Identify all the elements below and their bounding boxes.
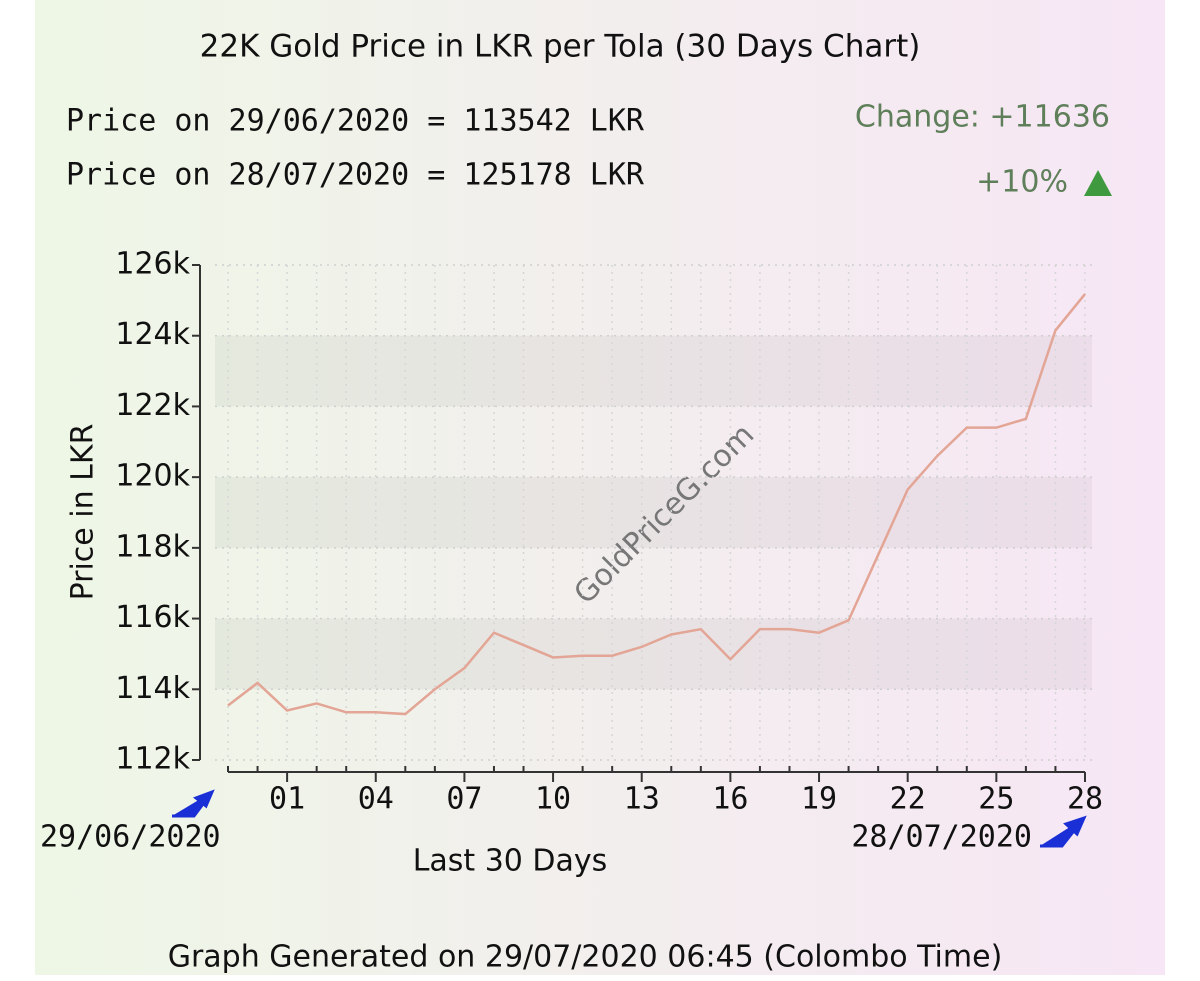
y-tick-label: 112k — [115, 742, 190, 777]
x-tick-label: 22 — [890, 782, 926, 817]
y-tick-label: 120k — [115, 459, 190, 494]
start-price: Price on 29/06/2020 = 113542 LKR — [66, 104, 645, 139]
x-tick-label: 25 — [978, 782, 1014, 817]
x-tick-label: 16 — [712, 782, 748, 817]
footer: Graph Generated on 29/07/2020 06:45 (Col… — [168, 940, 1003, 975]
price-line — [227, 293, 1086, 716]
start-date: 29/06/2020 — [40, 820, 221, 855]
y-tick-label: 116k — [115, 600, 190, 635]
x-tick-label: 19 — [801, 782, 837, 817]
x-tick-label: 07 — [446, 782, 482, 817]
y-tick-label: 124k — [115, 317, 190, 352]
end-arrow — [1040, 815, 1087, 848]
y-axis-label: Price in LKR — [66, 424, 101, 601]
x-axis-label: Last 30 Days — [413, 844, 608, 879]
y-tick-label: 114k — [115, 671, 190, 706]
start-arrow — [172, 789, 215, 818]
end-price: Price on 28/07/2020 = 125178 LKR — [66, 158, 645, 193]
change-percent: +10% — [976, 165, 1068, 200]
x-tick-label: 28 — [1067, 782, 1103, 817]
change: Change: +11636 — [855, 100, 1110, 135]
up-arrow — [1084, 170, 1112, 196]
x-tick-label: 01 — [269, 782, 305, 817]
y-tick-label: 118k — [115, 529, 190, 564]
x-tick-label: 04 — [358, 782, 394, 817]
x-tick-label: 13 — [624, 782, 660, 817]
background — [35, 0, 1165, 975]
end-date: 28/07/2020 — [851, 820, 1032, 855]
y-tick-label: 126k — [115, 247, 190, 282]
plot-band — [215, 477, 1092, 548]
chart-title: 22K Gold Price in LKR per Tola (30 Days … — [200, 29, 921, 65]
x-tick-label: 10 — [535, 782, 571, 817]
plot-band — [215, 618, 1092, 690]
y-tick-label: 122k — [115, 388, 190, 423]
plot-bands — [215, 335, 1092, 690]
plot-band — [215, 335, 1092, 407]
